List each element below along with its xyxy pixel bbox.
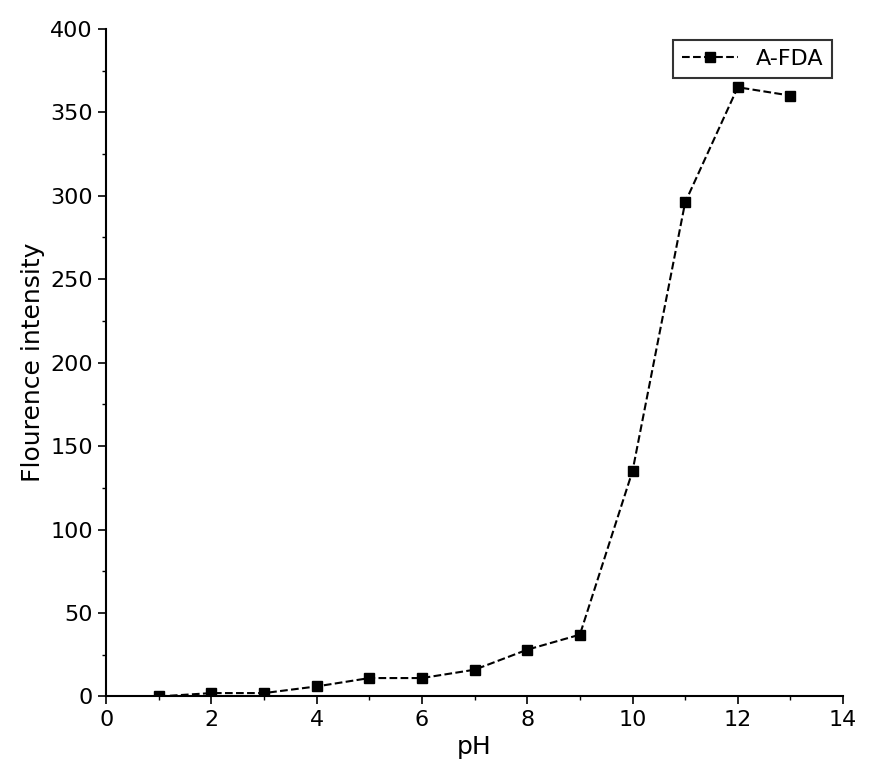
A-FDA [311, 682, 322, 691]
A-FDA [784, 91, 795, 101]
Y-axis label: Flourence intensity: Flourence intensity [21, 243, 45, 482]
A-FDA [574, 630, 584, 640]
A-FDA [153, 692, 164, 701]
A-FDA [364, 673, 374, 682]
A-FDA [469, 665, 480, 675]
A-FDA [522, 645, 532, 654]
A-FDA [679, 197, 689, 207]
Line: A-FDA: A-FDA [153, 83, 795, 701]
X-axis label: pH: pH [457, 736, 491, 759]
A-FDA [206, 689, 217, 698]
A-FDA [731, 83, 742, 92]
A-FDA [626, 466, 637, 476]
A-FDA [259, 689, 269, 698]
Legend: A-FDA: A-FDA [673, 40, 831, 78]
A-FDA [417, 673, 427, 682]
